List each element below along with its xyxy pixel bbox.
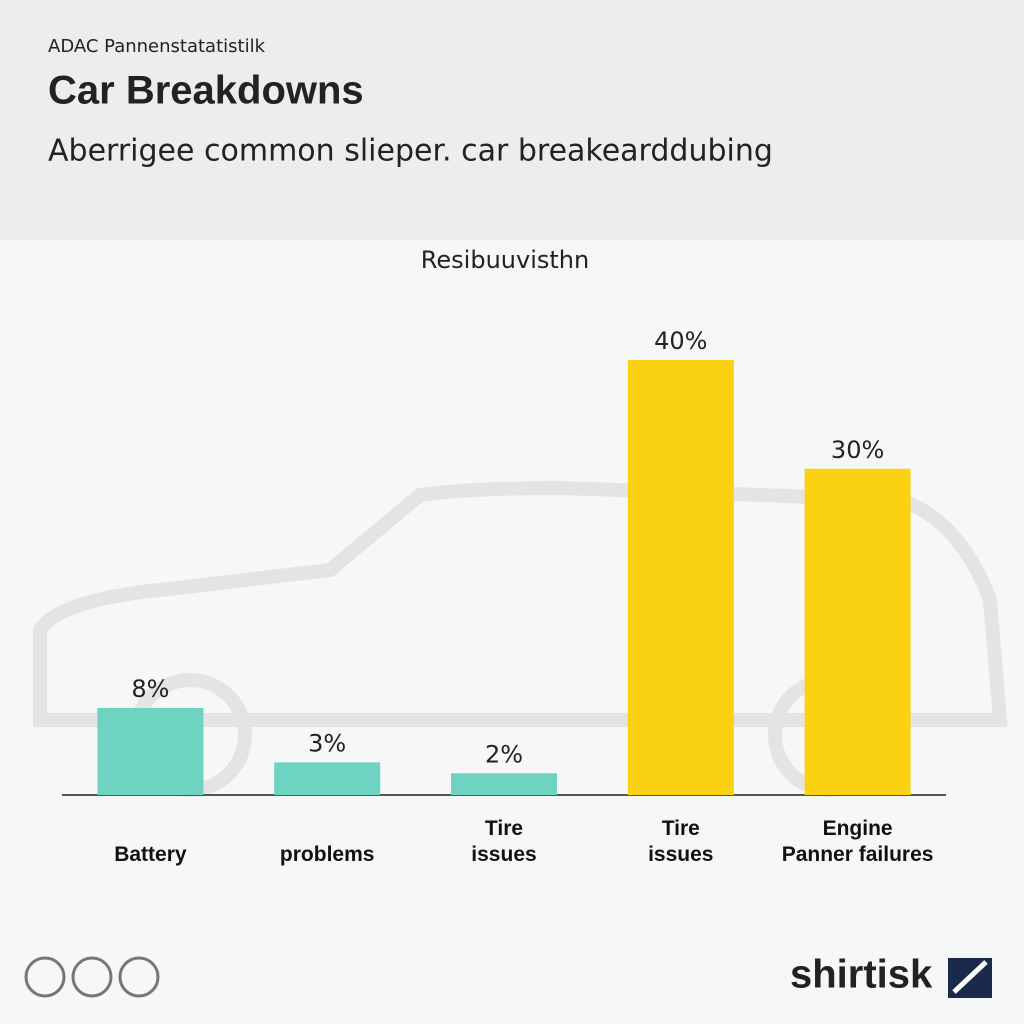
value-label: 40% xyxy=(654,327,707,355)
value-label: 8% xyxy=(131,675,169,703)
footer-icons xyxy=(24,956,160,998)
x-tick-label: Tire issues xyxy=(471,817,537,866)
bar xyxy=(804,468,911,795)
chart-label: Resibuuvisthn xyxy=(421,246,589,274)
source: ADAC Pannenstatatistilk xyxy=(48,36,266,57)
header-band xyxy=(0,0,1024,240)
x-tick-label: problems xyxy=(279,843,375,866)
bar xyxy=(451,773,557,795)
chart-subtitle: Aberrigee common slieper. car breakeardd… xyxy=(48,134,773,169)
logo: shirtisk xyxy=(790,953,933,997)
x-tick-label: Tire issues xyxy=(648,817,714,866)
bar xyxy=(97,708,204,795)
logo-icon-stroke xyxy=(952,960,988,994)
chart-title: Car Breakdowns xyxy=(48,69,364,113)
value-label: 2% xyxy=(485,740,523,768)
value-label: 30% xyxy=(831,436,884,464)
bar xyxy=(274,762,381,795)
bar xyxy=(627,360,734,795)
x-tick-label: Battery xyxy=(114,843,187,866)
x-tick-label: Engine Panner failures xyxy=(781,817,934,866)
value-label: 3% xyxy=(308,729,346,757)
